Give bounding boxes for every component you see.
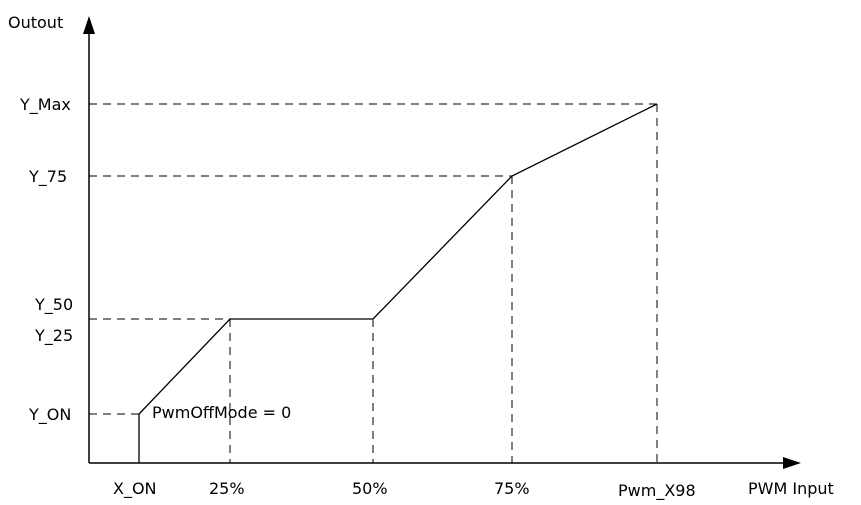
x-axis-arrowhead <box>783 457 801 469</box>
y-tick-50: Y_50 <box>34 295 73 315</box>
y-axis-arrowhead <box>83 16 95 34</box>
x-tick-max: Pwm_X98 <box>618 481 696 501</box>
output-curve <box>138 103 658 415</box>
x-tick-75: 75% <box>494 479 530 498</box>
x-axis-label: PWM Input <box>748 479 834 498</box>
y-tick-on: Y_ON <box>28 405 71 425</box>
x-tick-on: X_ON <box>113 479 157 499</box>
x-tick-25: 25% <box>209 479 245 498</box>
y-tick-25: Y_25 <box>34 326 73 346</box>
y-axis-label: Outout <box>8 13 63 32</box>
pwm-off-mode-annotation: PwmOffMode = 0 <box>152 403 291 422</box>
x-tick-50: 50% <box>352 479 388 498</box>
y-tick-max: Y_Max <box>19 95 71 115</box>
y-tick-75: Y_75 <box>28 167 67 187</box>
